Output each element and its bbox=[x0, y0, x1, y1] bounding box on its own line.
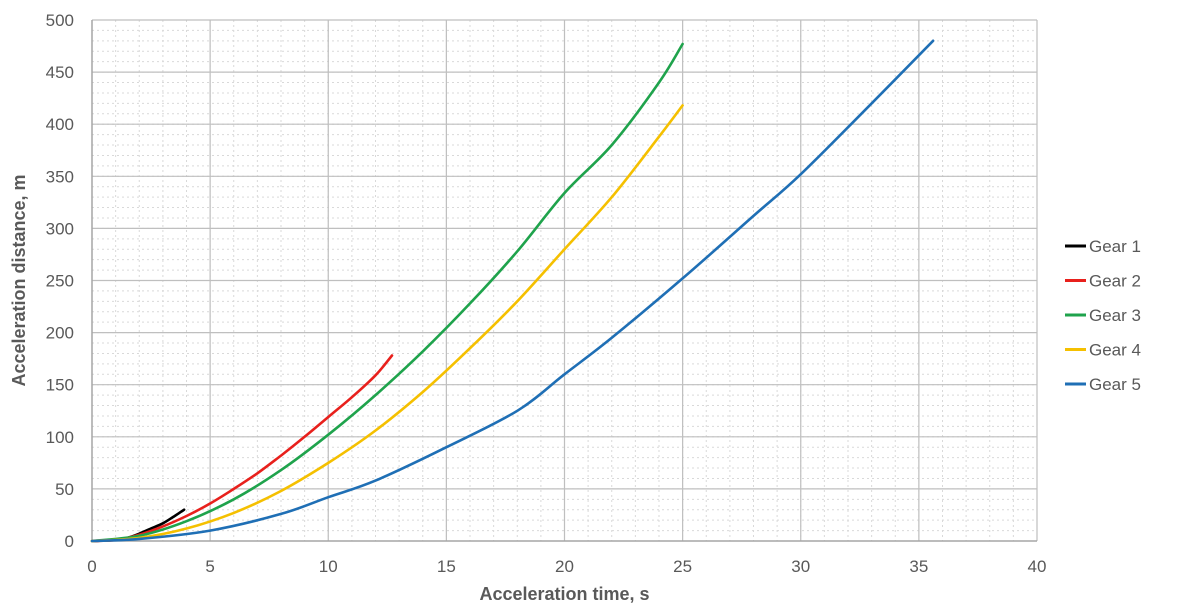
y-axis-title: Acceleration distance, m bbox=[9, 174, 29, 386]
x-tick-label: 0 bbox=[87, 557, 96, 576]
x-tick-labels: 0 5 10 15 20 25 30 35 40 bbox=[87, 557, 1046, 576]
legend-label-gear-3: Gear 3 bbox=[1089, 306, 1141, 325]
series-line-gear-3 bbox=[92, 44, 683, 541]
y-tick-label: 300 bbox=[46, 219, 74, 238]
x-tick-label: 30 bbox=[791, 557, 810, 576]
legend-label-gear-2: Gear 2 bbox=[1089, 272, 1141, 291]
x-tick-label: 40 bbox=[1028, 557, 1047, 576]
y-tick-labels: 0 50 100 150 200 250 300 350 400 450 500 bbox=[46, 11, 74, 551]
x-tick-label: 35 bbox=[909, 557, 928, 576]
x-tick-label: 25 bbox=[673, 557, 692, 576]
y-tick-label: 150 bbox=[46, 376, 74, 395]
x-axis-title: Acceleration time, s bbox=[479, 584, 649, 604]
x-tick-label: 20 bbox=[555, 557, 574, 576]
x-tick-label: 5 bbox=[205, 557, 214, 576]
series-line-gear-2 bbox=[92, 356, 392, 542]
y-tick-label: 200 bbox=[46, 324, 74, 343]
y-tick-label: 0 bbox=[65, 532, 74, 551]
y-tick-label: 450 bbox=[46, 63, 74, 82]
y-tick-label: 350 bbox=[46, 167, 74, 186]
y-tick-label: 400 bbox=[46, 115, 74, 134]
legend: Gear 1 Gear 2 Gear 3 Gear 4 Gear 5 bbox=[1065, 237, 1141, 394]
x-tick-label: 15 bbox=[437, 557, 456, 576]
y-tick-label: 500 bbox=[46, 11, 74, 30]
y-tick-label: 100 bbox=[46, 428, 74, 447]
legend-label-gear-5: Gear 5 bbox=[1089, 375, 1141, 394]
y-tick-label: 50 bbox=[55, 480, 74, 499]
legend-label-gear-1: Gear 1 bbox=[1089, 237, 1141, 256]
legend-label-gear-4: Gear 4 bbox=[1089, 341, 1141, 360]
major-gridlines bbox=[92, 20, 1037, 541]
x-tick-label: 10 bbox=[319, 557, 338, 576]
y-tick-label: 250 bbox=[46, 272, 74, 291]
